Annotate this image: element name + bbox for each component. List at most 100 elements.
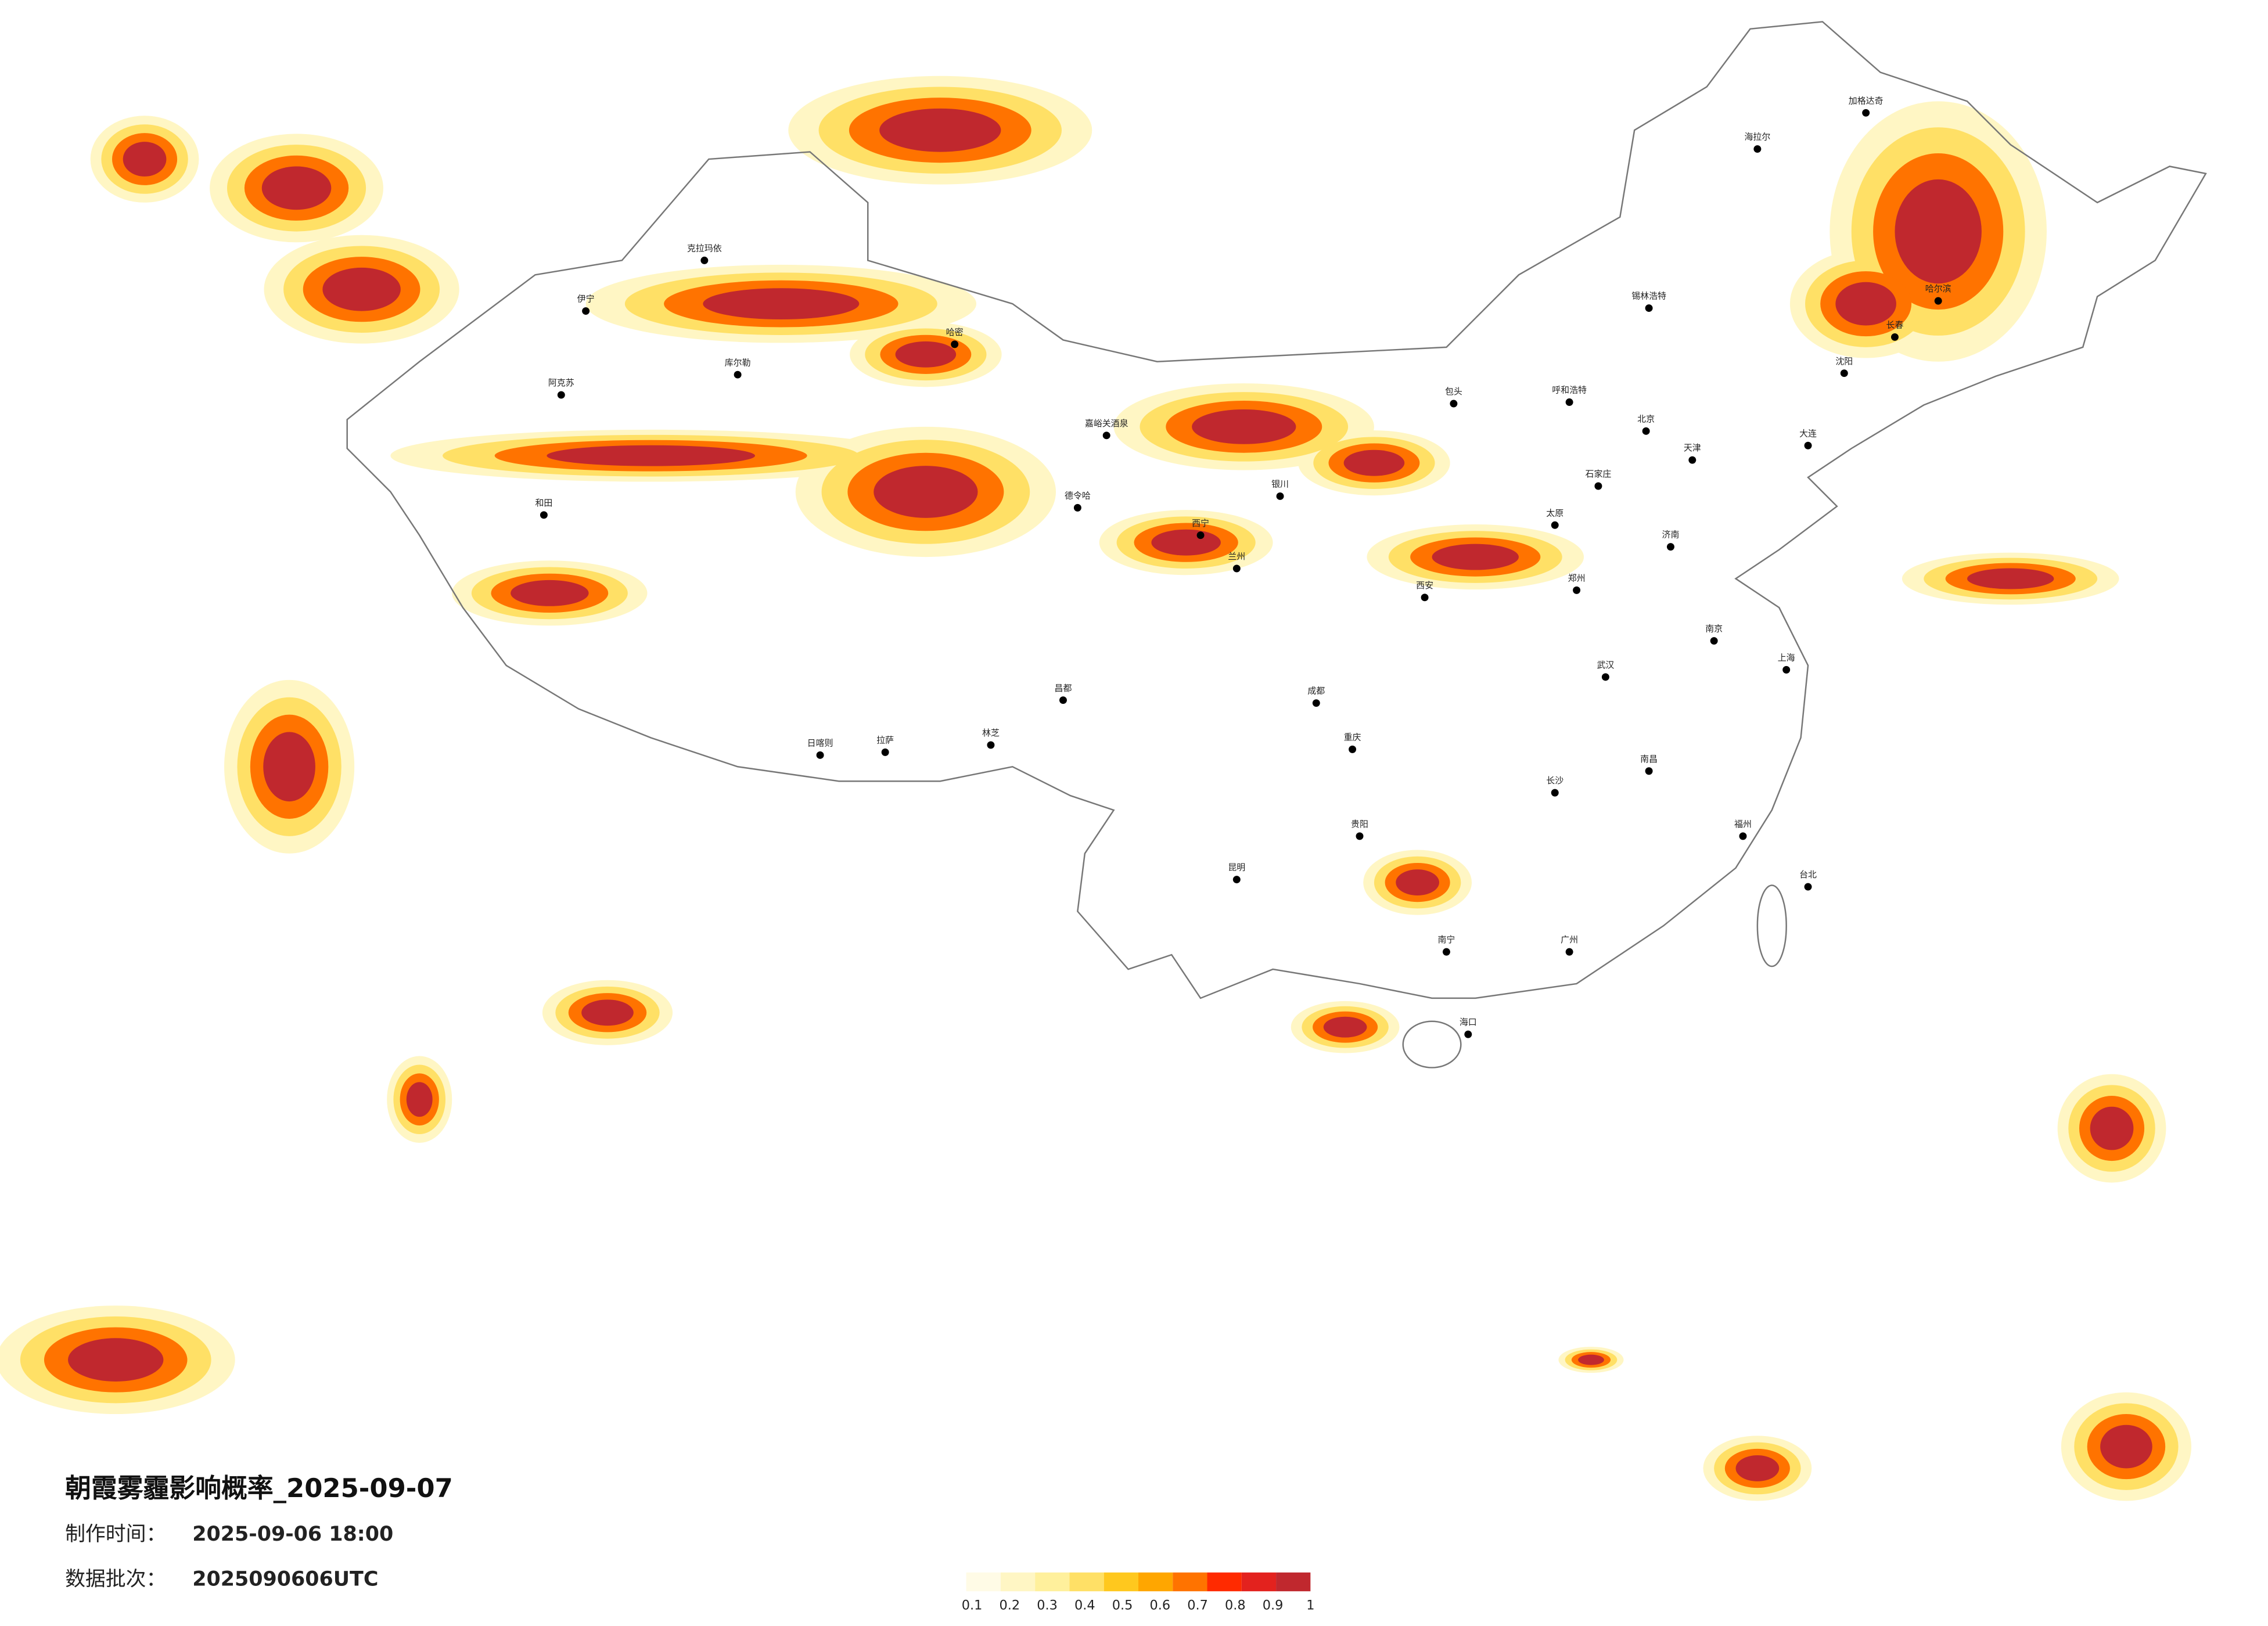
haze-patch	[2090, 1106, 2134, 1150]
haze-patch	[1396, 869, 1439, 895]
city-label: 林芝	[982, 728, 1000, 738]
city-label: 哈密	[946, 327, 964, 337]
city-label: 福州	[1734, 819, 1752, 829]
colorbar-tick-label: 0.6	[1150, 1598, 1171, 1613]
city-label: 广州	[1561, 934, 1578, 945]
colorbar-cell	[1276, 1572, 1311, 1592]
city-label: 伊宁	[577, 294, 595, 304]
city-label: 日喀则	[807, 738, 833, 748]
city-dot	[1688, 456, 1696, 464]
city-label: 银川	[1271, 479, 1289, 490]
haze-patch	[874, 466, 978, 518]
city-label: 西安	[1416, 580, 1433, 591]
city-label: 库尔勒	[725, 357, 751, 368]
colorbar-tick-label: 0.3	[1037, 1598, 1058, 1613]
city-label: 北京	[1637, 413, 1655, 424]
city-label: 南京	[1705, 624, 1723, 634]
haze-patch	[1323, 1016, 1367, 1038]
city-dot	[1601, 673, 1609, 681]
haze-patch	[895, 341, 957, 368]
city-dot	[987, 741, 995, 749]
city-label: 石家庄	[1586, 469, 1612, 479]
haze-patch	[511, 580, 589, 606]
city-label: 台北	[1799, 869, 1817, 880]
city-dot	[1862, 109, 1870, 117]
map-title: 朝霞雾霾影响概率_2025-09-07	[65, 1473, 453, 1503]
city-dot	[1349, 745, 1357, 753]
colorbar-cell	[1207, 1572, 1242, 1592]
city-dot	[1666, 543, 1674, 551]
haze-patch	[547, 445, 756, 466]
city-dot	[1753, 145, 1762, 153]
city-dot	[1421, 593, 1429, 602]
city-dot	[1739, 832, 1747, 840]
taiwan-border	[1756, 884, 1787, 967]
city-dot	[1232, 876, 1241, 884]
city-dot	[1645, 767, 1653, 775]
colorbar-cell	[1035, 1572, 1070, 1592]
city-label: 上海	[1778, 652, 1795, 663]
city-label: 长沙	[1546, 775, 1563, 786]
haze-patch	[1578, 1354, 1604, 1365]
data-batch-label: 数据批次：	[65, 1567, 166, 1591]
haze-patch	[263, 732, 315, 802]
made-time-label: 制作时间：	[65, 1523, 166, 1546]
city-dot	[1565, 398, 1573, 406]
city-label: 太原	[1546, 508, 1563, 518]
haze-patch	[322, 267, 401, 311]
data-batch-value: 2025090606UTC	[192, 1567, 378, 1591]
city-dot	[881, 748, 889, 756]
colorbar-tick-label: 0.8	[1225, 1598, 1246, 1613]
city-dot	[1710, 637, 1718, 645]
city-label: 西宁	[1192, 518, 1209, 528]
city-dot	[1645, 304, 1653, 312]
city-dot	[1073, 503, 1081, 512]
haze-patch	[1967, 568, 2054, 589]
city-dot	[734, 370, 742, 379]
city-dot	[1782, 665, 1791, 674]
city-dot	[1276, 492, 1284, 500]
haze-patch	[406, 1082, 433, 1117]
colorbar-tick-label: 0.5	[1112, 1598, 1133, 1613]
haze-patch	[68, 1338, 164, 1382]
city-label: 贵阳	[1351, 819, 1368, 829]
city-dot	[1840, 369, 1848, 377]
city-dot	[1442, 948, 1450, 956]
city-label: 沈阳	[1835, 356, 1853, 366]
colorbar-cell	[1104, 1572, 1138, 1592]
haze-patch	[1432, 544, 1519, 570]
city-label: 济南	[1662, 530, 1680, 540]
city-label: 嘉峪关酒泉	[1085, 418, 1128, 429]
city-dot	[1594, 482, 1602, 490]
china-outline	[346, 21, 2207, 1069]
city-dot	[700, 256, 709, 264]
colorbar-tick-label: 0.4	[1074, 1598, 1095, 1613]
city-label: 昌都	[1055, 683, 1072, 693]
haze-patch	[1895, 179, 1982, 284]
city-label: 克拉玛依	[687, 243, 722, 253]
colorbar-cell	[966, 1572, 1001, 1592]
city-dot	[557, 391, 565, 399]
city-dot	[1934, 297, 1942, 305]
haze-patch	[1735, 1455, 1780, 1481]
city-label: 呼和浩特	[1552, 385, 1587, 395]
colorbar-tick-label: 0.9	[1263, 1598, 1284, 1613]
city-dot	[1464, 1030, 1472, 1038]
city-label: 长春	[1886, 319, 1904, 330]
city-label: 武汉	[1597, 660, 1614, 670]
city-dot	[1102, 431, 1110, 440]
city-label: 郑州	[1568, 573, 1586, 583]
colorbar-cell	[1000, 1572, 1036, 1592]
colorbar-cell	[1241, 1572, 1277, 1592]
city-label: 昆明	[1228, 862, 1245, 873]
haze-patch	[1192, 409, 1296, 444]
colorbar-tick-label: 0.7	[1187, 1598, 1208, 1613]
city-dot	[540, 511, 548, 519]
city-label: 哈尔滨	[1925, 283, 1951, 294]
colorbar-cell	[1069, 1572, 1104, 1592]
colorbar-cell	[1138, 1572, 1173, 1592]
city-dot	[1573, 586, 1581, 594]
